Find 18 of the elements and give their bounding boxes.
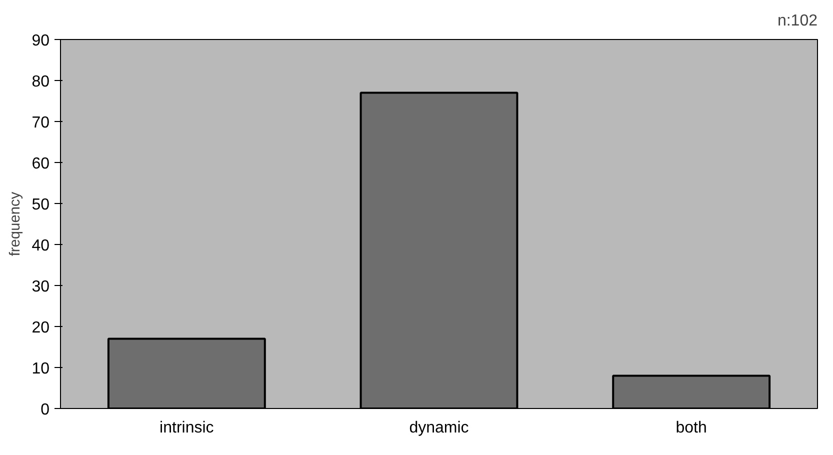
bar [612, 374, 771, 408]
y-tick-label: 70 [32, 114, 50, 132]
bar [107, 338, 266, 408]
y-tick-label: 80 [32, 74, 50, 90]
y-tick-label: 20 [32, 320, 50, 336]
x-tick-label: dynamic [409, 420, 469, 436]
y-tick-label: 60 [32, 156, 50, 172]
x-tick-label: intrinsic [160, 420, 214, 436]
bar [360, 92, 518, 408]
y-tick-label: 90 [32, 32, 50, 50]
y-axis-title: frequency [8, 191, 24, 256]
y-tick-label: 10 [32, 360, 50, 378]
y-tick-label: 0 [40, 402, 50, 418]
x-tick-label: both [676, 420, 707, 436]
y-tick-label: 50 [32, 196, 50, 214]
text: n:102 [777, 12, 818, 30]
y-tick-label: 30 [32, 278, 50, 296]
y-tick-label: 40 [32, 238, 50, 254]
